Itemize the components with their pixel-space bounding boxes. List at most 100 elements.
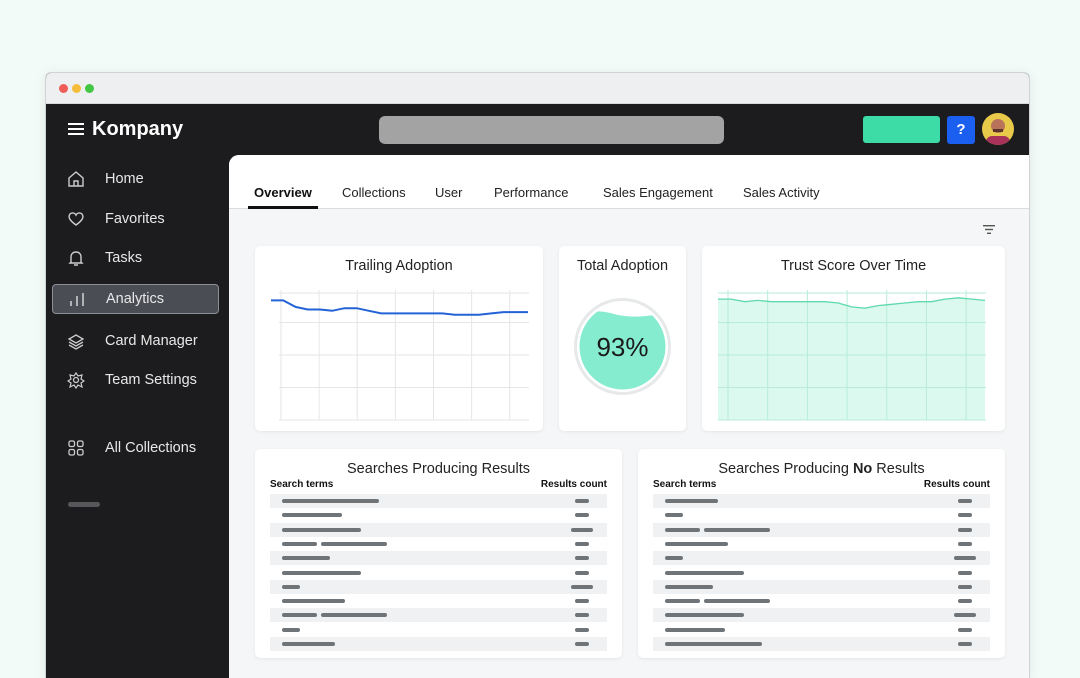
tab-collections[interactable]: Collections — [342, 185, 406, 200]
sidebar-item-tasks[interactable]: Tasks — [52, 243, 219, 273]
column-header-search-terms: Search terms — [270, 479, 334, 490]
sidebar-item-label: Card Manager — [105, 333, 198, 349]
table-row[interactable] — [270, 508, 607, 522]
search-term-placeholder — [665, 642, 762, 646]
bar-chart-icon — [68, 290, 86, 308]
table-row[interactable] — [653, 566, 990, 580]
results-count-placeholder — [954, 613, 976, 618]
table-row[interactable] — [653, 579, 990, 594]
minimize-dot[interactable] — [72, 84, 81, 93]
search-term-placeholder — [665, 613, 744, 618]
table-row[interactable] — [653, 537, 990, 551]
results-count-placeholder — [571, 527, 593, 532]
table-row[interactable] — [653, 494, 990, 508]
search-term-placeholder — [665, 556, 683, 561]
search-term-placeholder — [665, 541, 728, 546]
title-part: Searches Producing — [718, 461, 853, 477]
tab-sales-activity[interactable]: Sales Activity — [743, 185, 820, 200]
tab-sales-engagement[interactable]: Sales Engagement — [603, 185, 713, 200]
adoption-gauge: 93% — [574, 298, 671, 395]
avatar[interactable] — [982, 113, 1014, 145]
search-term-placeholder — [282, 570, 361, 575]
primary-action-button[interactable] — [863, 116, 940, 143]
table-row[interactable] — [270, 494, 607, 508]
search-input[interactable] — [379, 116, 724, 144]
table-row[interactable] — [270, 551, 607, 566]
table-row[interactable] — [653, 608, 990, 623]
table-row[interactable] — [653, 594, 990, 608]
brand: Kompany — [68, 118, 183, 141]
area-fill — [718, 297, 985, 420]
search-term-placeholder — [704, 527, 770, 532]
search-term-placeholder — [665, 627, 725, 632]
filter-icon[interactable] — [983, 223, 995, 237]
card-title: Total Adoption — [576, 258, 669, 274]
column-header-results-count: Results count — [540, 479, 607, 490]
tab-overview[interactable]: Overview — [248, 185, 318, 209]
results-count-placeholder — [954, 556, 976, 561]
table-row[interactable] — [270, 522, 607, 537]
sidebar: Home Favorites Tasks Analytics Card Manager T… — [46, 156, 229, 678]
layers-icon — [67, 332, 85, 350]
search-term-placeholder — [665, 599, 700, 604]
search-term-placeholder — [282, 599, 345, 604]
table-row[interactable] — [270, 637, 607, 651]
total-adoption-card: Total Adoption 93% — [559, 246, 686, 431]
table-row[interactable] — [270, 623, 607, 637]
close-dot[interactable] — [59, 84, 68, 93]
results-count-placeholder — [958, 584, 972, 589]
title-bold: No — [852, 461, 873, 477]
menu-icon[interactable] — [68, 118, 84, 141]
sidebar-item-card-manager[interactable]: Card Manager — [52, 326, 219, 356]
tab-performance[interactable]: Performance — [494, 185, 569, 200]
sidebar-item-all-collections[interactable]: All Collections — [52, 433, 219, 463]
card-title: Searches Producing No Results — [638, 461, 1005, 477]
results-count-placeholder — [958, 570, 972, 575]
table-row[interactable] — [653, 522, 990, 537]
sidebar-item-label: Tasks — [105, 250, 143, 266]
search-term-placeholder — [282, 627, 300, 632]
no-results-table-card: Searches Producing No Results Search ter… — [638, 449, 1005, 658]
results-count-placeholder — [958, 642, 972, 646]
sidebar-item-label: Analytics — [106, 291, 165, 307]
trust-score-chart — [718, 290, 986, 421]
brand-name: Kompany — [92, 118, 184, 140]
maximize-dot[interactable] — [85, 84, 94, 93]
table-row[interactable] — [653, 551, 990, 566]
sidebar-item-analytics[interactable]: Analytics — [52, 284, 219, 314]
table-row[interactable] — [270, 566, 607, 580]
table-row[interactable] — [653, 637, 990, 651]
bell-icon — [67, 249, 85, 267]
gauge-value: 93% — [596, 332, 648, 362]
table-row[interactable] — [270, 594, 607, 608]
tab-user[interactable]: User — [435, 185, 463, 200]
table-row[interactable] — [270, 537, 607, 551]
results-count-placeholder — [958, 499, 972, 503]
search-term-placeholder — [282, 513, 342, 518]
search-term-placeholder — [321, 541, 387, 546]
table-row[interactable] — [270, 579, 607, 594]
sidebar-item-team-settings[interactable]: Team Settings — [52, 365, 219, 395]
search-term-placeholder — [282, 541, 317, 546]
trailing-adoption-card: Trailing Adoption — [255, 246, 543, 431]
title-bar — [46, 73, 1029, 104]
trust-score-card: Trust Score Over Time — [702, 246, 1005, 431]
help-button[interactable]: ? — [947, 116, 975, 144]
results-count-placeholder — [575, 513, 589, 518]
table-row[interactable] — [270, 608, 607, 623]
gear-icon — [67, 371, 85, 389]
sidebar-item-home[interactable]: Home — [52, 164, 219, 194]
results-count-placeholder — [575, 570, 589, 575]
table-row[interactable] — [653, 508, 990, 522]
table-row[interactable] — [653, 623, 990, 637]
results-count-placeholder — [571, 584, 593, 589]
search-term-placeholder — [665, 513, 683, 518]
home-icon — [67, 170, 85, 188]
results-count-placeholder — [575, 499, 589, 503]
results-count-placeholder — [575, 556, 589, 561]
sidebar-item-favorites[interactable]: Favorites — [52, 204, 219, 234]
search-term-placeholder — [282, 584, 300, 589]
search-term-placeholder — [665, 584, 713, 589]
grid-icon — [67, 439, 85, 457]
search-term-placeholder — [282, 556, 330, 561]
